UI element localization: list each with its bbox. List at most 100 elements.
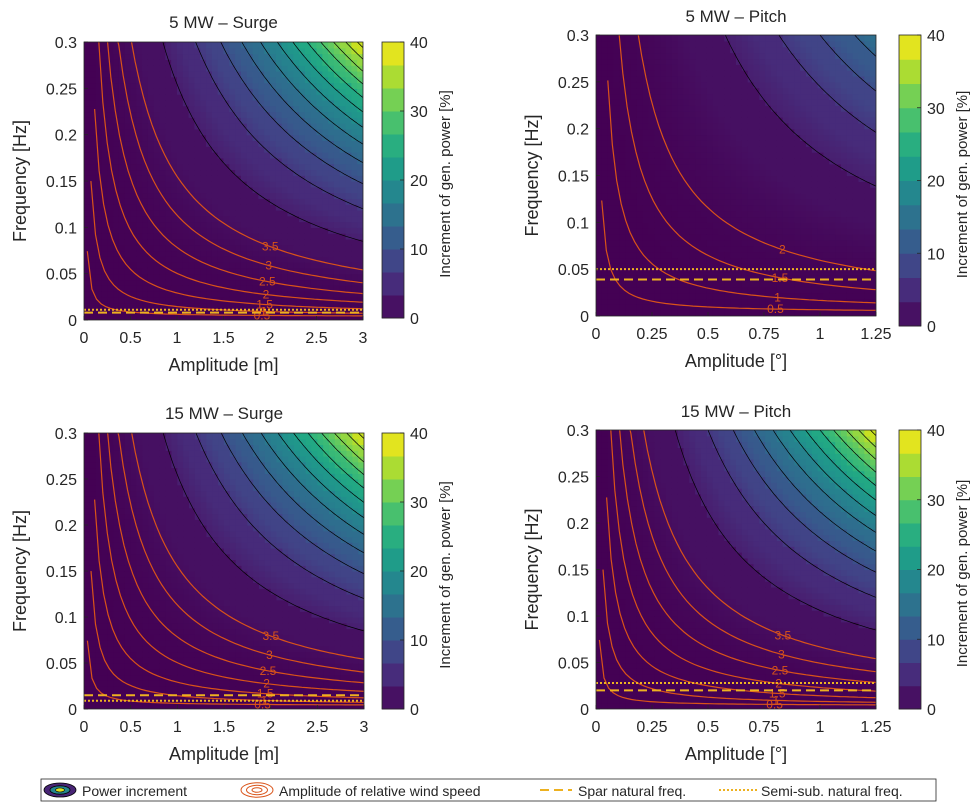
- heatmap-cell: [101, 70, 108, 78]
- heatmap-cell: [596, 99, 603, 106]
- heatmap-cell: [357, 296, 363, 304]
- heatmap-cell: [654, 93, 661, 100]
- heatmap-cell: [607, 275, 615, 282]
- heatmap-cell: [171, 256, 178, 263]
- heatmap-cell: [235, 128, 242, 136]
- heatmap-cell: [84, 186, 91, 194]
- heatmap-cell: [252, 134, 259, 142]
- heatmap-cell: [741, 198, 749, 206]
- heatmap-cell: [660, 52, 667, 60]
- heatmap-cell: [351, 181, 358, 188]
- heatmap-cell: [200, 209, 207, 217]
- heatmap-cell: [648, 198, 655, 206]
- heatmap-cell: [270, 157, 277, 165]
- heatmap-cell: [765, 263, 772, 270]
- heatmap-cell: [771, 46, 778, 54]
- heatmap-cell: [252, 128, 259, 136]
- heatmap-cell: [240, 302, 248, 310]
- heatmap-cell: [601, 175, 609, 182]
- heatmap-cell: [322, 47, 329, 55]
- heatmap-cell: [829, 175, 836, 182]
- heatmap-cell: [823, 111, 830, 118]
- heatmap-cell: [281, 105, 289, 113]
- heatmap-cell: [648, 163, 655, 171]
- heatmap-cell: [794, 87, 801, 95]
- heatmap-cell: [124, 273, 132, 281]
- heatmap-cell: [345, 250, 352, 257]
- heatmap-cell: [229, 47, 236, 55]
- heatmap-cell: [258, 250, 265, 257]
- heatmap-cell: [811, 146, 819, 153]
- heatmap-cell: [683, 298, 690, 305]
- heatmap-cell: [817, 46, 825, 54]
- heatmap-cell: [118, 157, 126, 165]
- heatmap-cell: [264, 140, 271, 147]
- heatmap-cell: [159, 157, 166, 165]
- heatmap-cell: [217, 146, 225, 153]
- heatmap-cell: [310, 204, 318, 211]
- heatmap-cell: [683, 128, 690, 136]
- heatmap-cell: [864, 181, 871, 188]
- heatmap-cell: [270, 117, 277, 124]
- heatmap-cell: [765, 163, 772, 171]
- heatmap-cell: [759, 146, 766, 153]
- heatmap-cell: [95, 285, 103, 292]
- heatmap-cell: [182, 146, 190, 153]
- heatmap-cell: [683, 251, 690, 259]
- heatmap-cell: [613, 251, 620, 259]
- heatmap-cell: [759, 204, 766, 212]
- heatmap-cell: [747, 304, 755, 311]
- heatmap-cell: [130, 163, 137, 171]
- heatmap-cell: [217, 42, 225, 49]
- heatmap-cell: [113, 157, 120, 165]
- heatmap-cell: [130, 82, 137, 89]
- heatmap-cell: [613, 52, 620, 60]
- heatmap-cell: [136, 65, 143, 72]
- heatmap-cell: [625, 140, 632, 147]
- heatmap-cell: [159, 53, 166, 60]
- heatmap-cell: [625, 35, 632, 42]
- heatmap-cell: [130, 175, 137, 182]
- heatmap-cell: [771, 210, 778, 218]
- heatmap-cell: [316, 209, 323, 217]
- heatmap-cell: [736, 105, 743, 112]
- heatmap-cell: [165, 140, 172, 147]
- heatmap-cell: [351, 76, 358, 84]
- heatmap-cell: [712, 234, 720, 241]
- heatmap-cell: [666, 70, 673, 77]
- heatmap-cell: [800, 128, 807, 136]
- heatmap-cell: [601, 152, 609, 159]
- heatmap-cell: [159, 296, 166, 304]
- heatmap-cell: [660, 181, 667, 188]
- heatmap-cell: [706, 75, 714, 83]
- heatmap-cell: [829, 58, 836, 65]
- heatmap-cell: [753, 310, 760, 316]
- heatmap-cell: [84, 490, 91, 497]
- heatmap-cell: [701, 46, 708, 54]
- heatmap-cell: [817, 234, 825, 241]
- heatmap-cell: [683, 70, 690, 77]
- heatmap-cell: [601, 193, 609, 200]
- heatmap-cell: [607, 198, 615, 206]
- heatmap-cell: [677, 87, 685, 95]
- heatmap-cell: [654, 128, 661, 136]
- heatmap-cell: [252, 250, 259, 257]
- heatmap-cell: [683, 35, 690, 42]
- heatmap-cell: [270, 296, 277, 304]
- heatmap-cell: [287, 111, 294, 118]
- heatmap-cell: [95, 456, 103, 463]
- heatmap-cell: [736, 35, 743, 42]
- heatmap-cell: [153, 233, 161, 240]
- heatmap-cell: [677, 216, 685, 223]
- heatmap-cell: [89, 233, 97, 240]
- heatmap-cell: [316, 238, 323, 246]
- heatmap-cell: [671, 216, 679, 223]
- heatmap-cell: [136, 169, 143, 176]
- heatmap-cell: [299, 192, 306, 199]
- heatmap-cell: [182, 53, 190, 60]
- heatmap-cell: [240, 65, 248, 72]
- heatmap-cell: [596, 87, 603, 95]
- heatmap-cell: [753, 116, 760, 124]
- heatmap-cell: [287, 88, 294, 95]
- heatmap-cell: [870, 304, 876, 311]
